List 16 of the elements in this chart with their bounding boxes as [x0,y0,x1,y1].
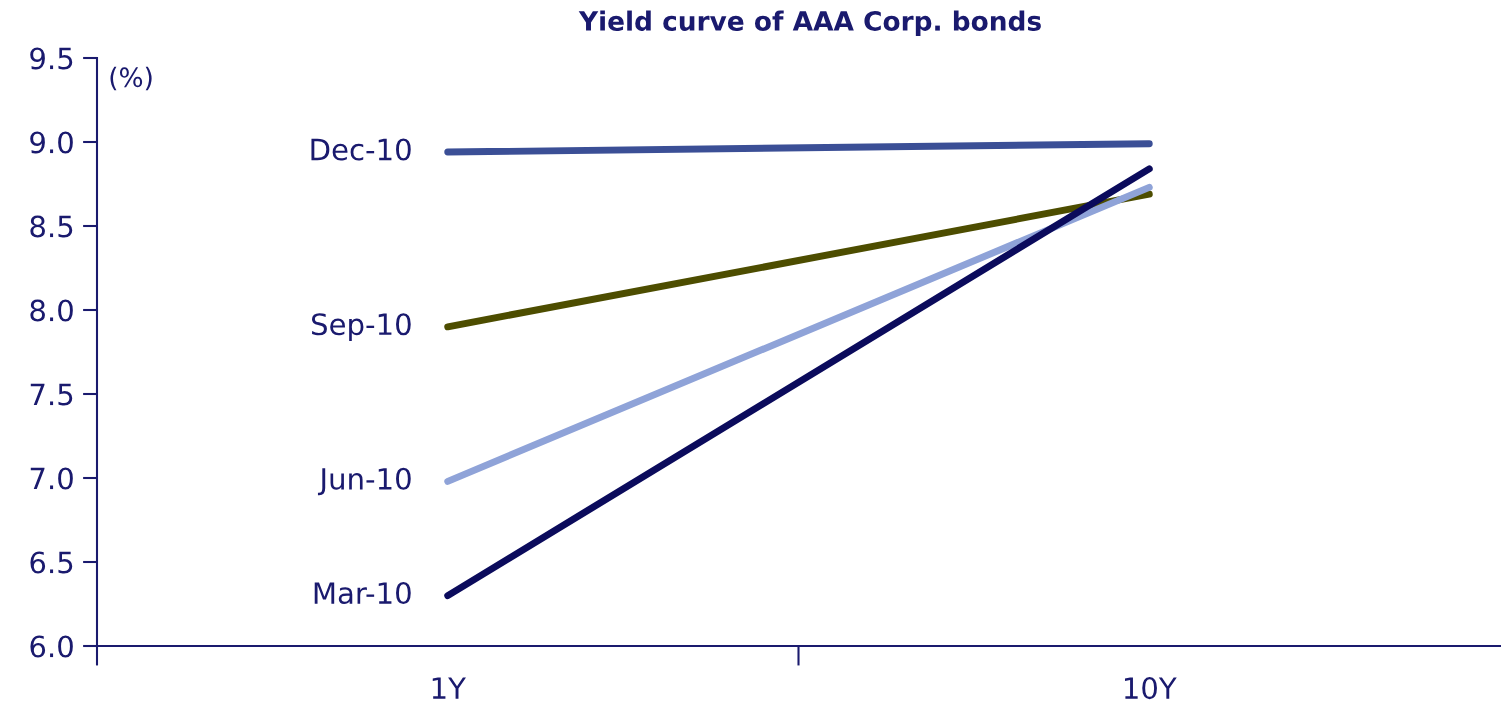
x-tick-label: 10Y [1124,677,1177,700]
y-tick-label: 6.0 [30,635,73,658]
y-tick-label: 7.0 [30,467,73,490]
y-tick-label: 7.5 [30,383,73,406]
y-tick-label: 8.0 [30,299,73,322]
series-label: Sep-10 [311,313,411,341]
x-tick-label: 1Y [432,677,466,699]
y-tick-label: 6.5 [30,551,73,574]
series-label: Dec-10 [311,138,411,161]
series-label: Jun-10 [317,467,411,496]
y-tick-label: 8.5 [30,215,73,238]
series-label: Mar-10 [314,582,411,605]
chart-title: Yield curve of AAA Corp. bonds [578,10,1041,37]
y-axis-title: (%) [110,66,152,91]
y-tick-label: 9.5 [30,47,73,70]
y-tick-label: 9.0 [30,131,73,154]
